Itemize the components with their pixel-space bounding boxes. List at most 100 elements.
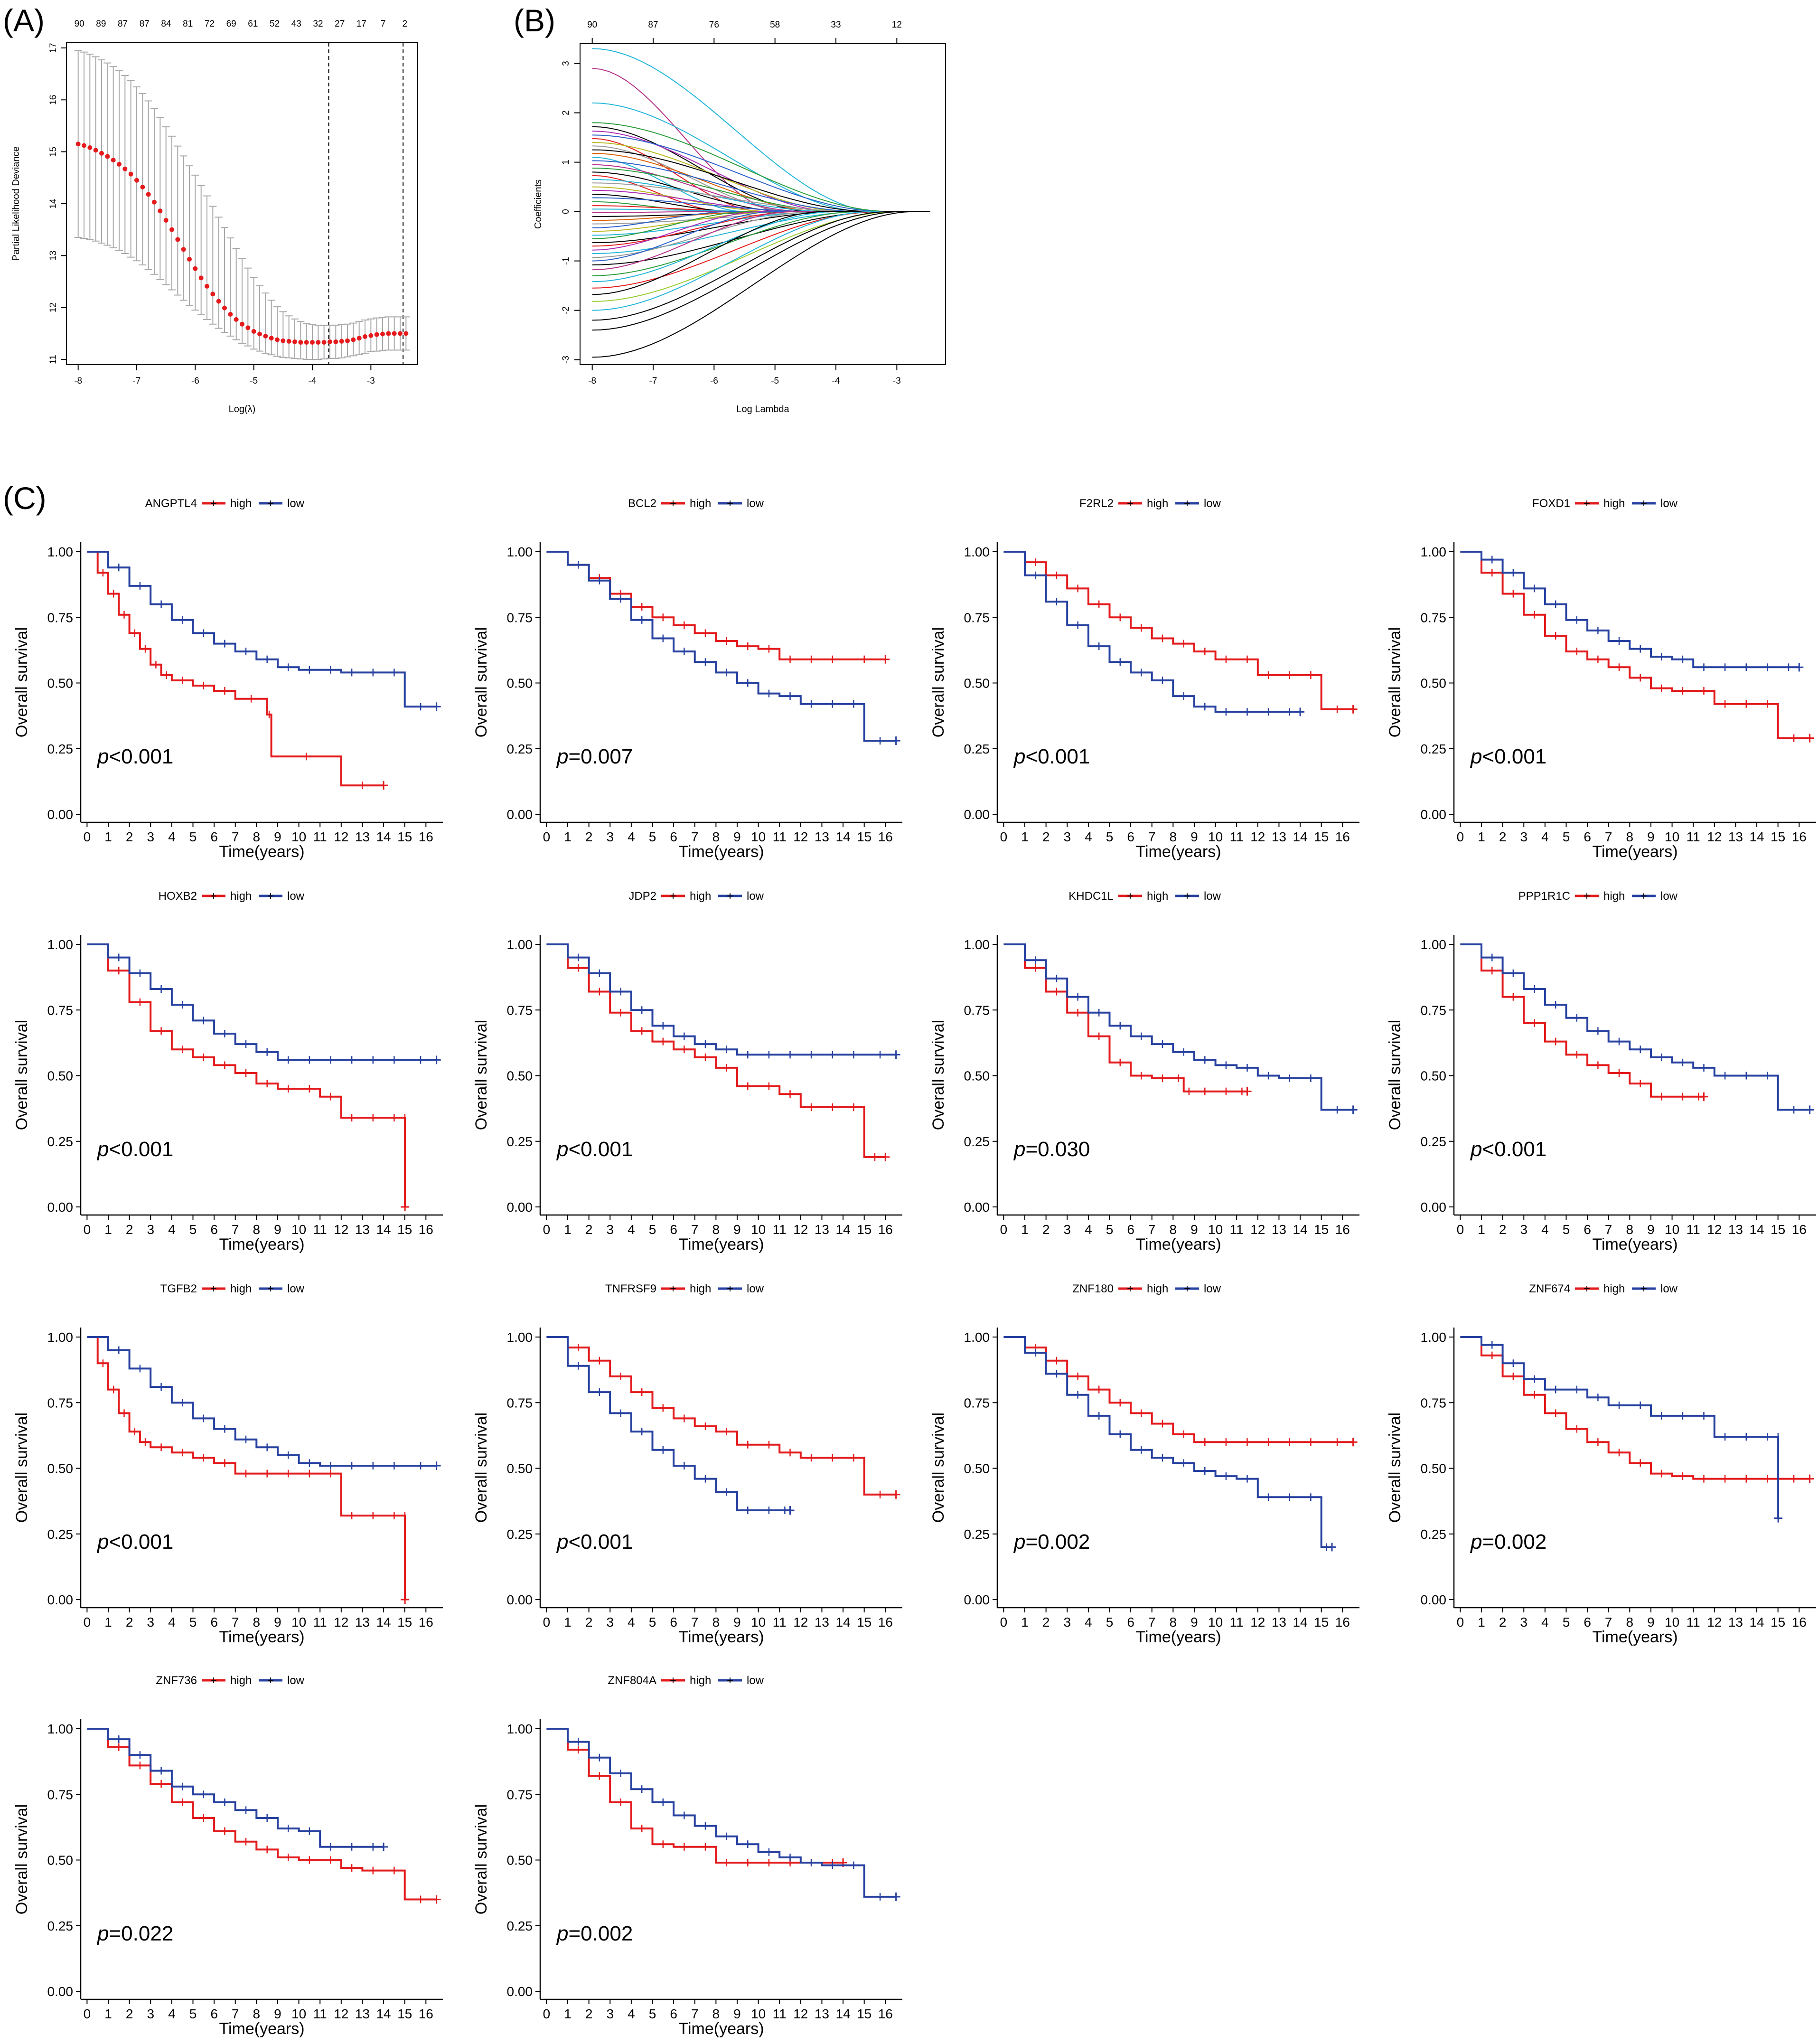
x-tick-label: 11 [773, 1222, 787, 1237]
legend-high-mark: + [1584, 1282, 1590, 1295]
deviance-point [210, 292, 216, 297]
censor-end-mark-high [1243, 1087, 1252, 1096]
x-tick-label: 4 [168, 1222, 176, 1237]
x-axis-title: Time(years) [219, 1628, 304, 1646]
x-tick-label: 14 [1293, 829, 1307, 844]
y-tick-label: 0.50 [47, 676, 74, 691]
y-tick-label: 0.75 [1421, 1395, 1447, 1410]
y-tick-label: 0.75 [964, 1003, 990, 1017]
x-tick-label: 4 [628, 1615, 635, 1630]
censor-end-mark-low [1327, 1543, 1336, 1552]
top-df-label: 90 [75, 19, 84, 29]
censor-end-mark-high [401, 1203, 410, 1211]
x-tick-label: -3 [893, 376, 901, 386]
x-tick-label: 9 [274, 1222, 281, 1237]
deviance-point [269, 336, 274, 341]
deviance-point [87, 145, 93, 150]
x-tick-label: 15 [1314, 1615, 1329, 1630]
y-tick-label: 0.75 [47, 1787, 74, 1802]
top-df-label: 17 [356, 19, 366, 29]
x-tick-label: 16 [878, 1615, 893, 1630]
legend-low-mark: + [1184, 890, 1190, 903]
censor-end-mark-high [1699, 1092, 1708, 1101]
panel-b-label: (B) [514, 3, 555, 38]
deviance-point [198, 275, 204, 281]
x-tick-label: 11 [773, 829, 787, 844]
x-tick-label: 10 [751, 1222, 766, 1237]
x-tick-label: 7 [232, 829, 239, 844]
p-value-symbol: p [96, 1530, 109, 1554]
top-df-label: 7 [381, 19, 386, 29]
p-value-number: =0.007 [568, 745, 633, 768]
x-tick-label: 12 [334, 1615, 348, 1630]
x-tick-label: 15 [1771, 829, 1785, 844]
deviance-point [245, 325, 251, 330]
censor-end-mark-high [881, 655, 890, 664]
x-tick-label: 9 [1647, 1615, 1655, 1630]
p-value-symbol: p [1470, 745, 1482, 768]
x-tick-label: 7 [691, 829, 699, 844]
legend-gene-title: TNFRSF9 [605, 1282, 656, 1295]
x-tick-label: 13 [1728, 1222, 1743, 1237]
x-tick-label: 11 [313, 1222, 327, 1237]
y-tick-label: 0.00 [964, 807, 990, 822]
top-df-label: 2 [403, 19, 408, 29]
x-tick-label: 4 [628, 1222, 635, 1237]
p-value-label: p<0.001 [1470, 1138, 1546, 1161]
x-tick-label: 3 [1063, 1222, 1071, 1237]
legend: BCL2 + high + low [628, 497, 764, 510]
p-value-symbol: p [556, 745, 568, 768]
x-tick-label: 7 [1605, 1222, 1612, 1237]
legend-low-label: low [1660, 890, 1678, 903]
x-tick-label: 15 [1314, 1222, 1329, 1237]
y-tick-label: 0.25 [47, 742, 74, 756]
legend-low-mark: + [1184, 497, 1190, 510]
y-tick-label: 0.00 [507, 1592, 533, 1607]
x-tick-label: 10 [291, 1222, 306, 1237]
survival-curve-high [546, 551, 886, 660]
x-tick-label: 10 [1665, 829, 1679, 844]
deviance-point [398, 331, 403, 336]
y-axis-title: Overall survival [472, 1804, 490, 1914]
p-value-symbol: p [1470, 1530, 1482, 1554]
x-tick-label: 12 [1707, 1222, 1722, 1237]
y-tick-label: 0.50 [1421, 1461, 1447, 1476]
y-tick-label: 0.75 [964, 1395, 990, 1410]
x-tick-label: 12 [1250, 1615, 1265, 1630]
x-tick-label: 3 [606, 1615, 614, 1630]
x-tick-label: 1 [564, 1222, 572, 1237]
x-tick-label: 12 [793, 2006, 808, 2021]
p-value-number: <0.001 [109, 745, 173, 768]
y-tick-label: 1.00 [964, 937, 990, 952]
x-tick-label: 7 [691, 2006, 699, 2021]
x-tick-label: 2 [1499, 1222, 1507, 1237]
y-tick-label: 1.00 [47, 545, 74, 559]
censor-end-mark-low [1296, 707, 1305, 716]
legend-high-label: high [690, 1282, 711, 1295]
y-tick-label: 1.00 [964, 545, 990, 559]
y-tick-label: 0.75 [507, 1787, 533, 1802]
y-tick-label: 0.25 [1421, 1134, 1447, 1149]
x-tick-label: 8 [253, 1615, 261, 1630]
top-df-label: 61 [248, 19, 258, 29]
x-tick-label: 12 [793, 829, 808, 844]
x-tick-label: 14 [376, 2006, 391, 2021]
x-tick-label: 7 [1605, 1615, 1612, 1630]
legend-high-mark: + [670, 1282, 676, 1295]
p-value-symbol: p [556, 1922, 568, 1945]
p-value-number: <0.001 [109, 1138, 173, 1161]
x-tick-label: 9 [733, 1222, 741, 1237]
x-tick-label: 7 [1148, 1615, 1156, 1630]
y-tick-label: 0.25 [964, 1134, 990, 1149]
x-tick-label: 10 [751, 829, 766, 844]
y-tick-label: 0.75 [47, 610, 74, 625]
x-tick-label: 16 [419, 1615, 433, 1630]
x-tick-label: 13 [355, 2006, 370, 2021]
x-tick-label: -4 [309, 376, 317, 386]
top-df-label: 76 [709, 20, 719, 30]
x-tick-label: 1 [104, 1222, 112, 1237]
survival-curve-low [1460, 1336, 1780, 1518]
